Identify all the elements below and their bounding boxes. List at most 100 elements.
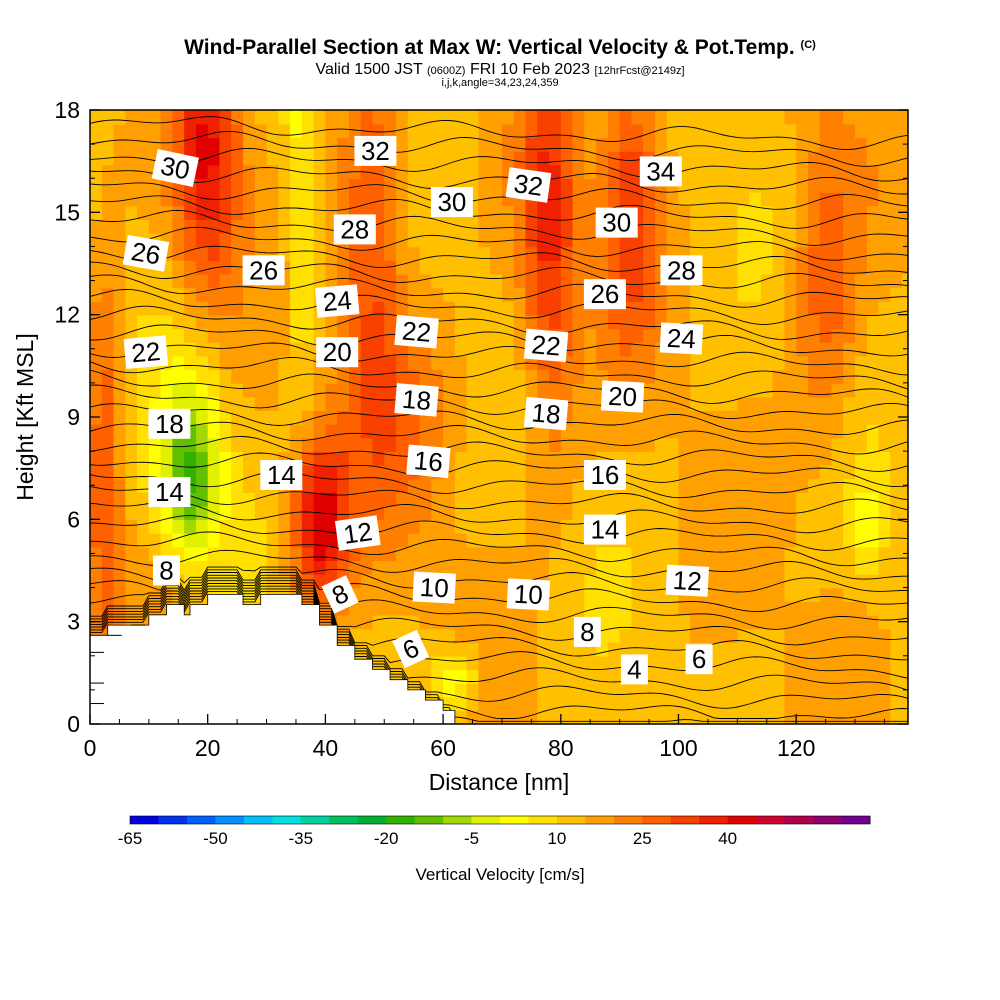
velocity-cell (254, 219, 268, 234)
velocity-cell (419, 164, 433, 180)
velocity-cell (784, 492, 797, 507)
velocity-cell (384, 287, 397, 302)
velocity-cell (407, 505, 421, 521)
velocity-cell (337, 150, 350, 166)
velocity-cell (784, 219, 797, 234)
velocity-cell (431, 669, 444, 684)
velocity-cell (819, 683, 833, 698)
velocity-cell (584, 587, 597, 602)
velocity-cell (513, 655, 527, 671)
y-tick-label: 15 (54, 199, 80, 225)
velocity-cell (560, 601, 574, 616)
theta-label-text: 14 (590, 515, 619, 545)
velocity-cell (749, 232, 762, 248)
velocity-cell (831, 601, 845, 616)
velocity-cell (654, 655, 668, 671)
velocity-cell (902, 301, 908, 316)
theta-label: 12 (334, 515, 381, 551)
velocity-cell (490, 219, 503, 234)
velocity-cell (796, 191, 809, 207)
velocity-cell (749, 178, 762, 193)
velocity-cell (172, 355, 185, 371)
velocity-cell (678, 137, 692, 152)
velocity-cell (643, 601, 656, 616)
velocity-cell (866, 314, 880, 330)
velocity-cell (490, 587, 503, 602)
velocity-cell (113, 301, 127, 316)
colorbar-swatch (386, 816, 416, 824)
velocity-cell (313, 369, 327, 384)
velocity-cell (819, 423, 833, 439)
velocity-cell (160, 205, 174, 220)
velocity-cell (749, 710, 762, 724)
theta-contour (90, 572, 908, 630)
velocity-cell (831, 205, 845, 220)
theta-label: 24 (314, 284, 360, 318)
velocity-cell (431, 301, 444, 316)
colorbar-tick-label: -50 (203, 829, 228, 848)
velocity-cell (278, 110, 291, 125)
velocity-cell (843, 423, 856, 439)
velocity-cell (643, 355, 656, 371)
velocity-cell (549, 655, 562, 671)
velocity-cell (902, 314, 908, 330)
velocity-cell (890, 505, 903, 521)
velocity-cell (290, 396, 303, 411)
velocity-cell (631, 273, 644, 289)
velocity-cell (807, 683, 821, 698)
velocity-cell (819, 601, 833, 616)
velocity-cell (513, 669, 527, 684)
velocity-cell (325, 123, 338, 139)
velocity-cell (195, 150, 209, 166)
velocity-cell (419, 137, 433, 152)
velocity-cell (172, 519, 185, 534)
y-tick-label: 9 (67, 404, 80, 430)
velocity-cell (643, 341, 656, 357)
velocity-cell (631, 301, 644, 316)
theta-label-bg (316, 337, 359, 368)
velocity-cell (784, 205, 797, 220)
velocity-cell (101, 191, 115, 207)
velocity-cell (125, 505, 138, 521)
colorbar-frame (129, 815, 871, 825)
velocity-cell (831, 150, 845, 166)
velocity-cell (596, 178, 609, 193)
velocity-cell (501, 273, 515, 289)
velocity-cell (643, 546, 656, 562)
velocity-cell (760, 191, 774, 207)
velocity-cell (537, 382, 550, 398)
theta-label-text: 16 (590, 460, 619, 490)
velocity-cell (560, 382, 574, 398)
velocity-cell (290, 219, 303, 234)
velocity-cell (443, 164, 456, 180)
theta-contour (90, 585, 908, 709)
velocity-cell (772, 710, 786, 724)
velocity-cell (737, 437, 750, 452)
velocity-cell (702, 710, 715, 724)
velocity-cell (137, 191, 150, 207)
velocity-cell (148, 123, 162, 139)
velocity-cell (702, 355, 715, 371)
velocity-cell (560, 492, 574, 507)
velocity-cell (713, 464, 727, 480)
velocity-cell (337, 614, 350, 630)
velocity-cell (513, 382, 527, 398)
velocity-cell (607, 110, 621, 125)
velocity-cell (796, 696, 809, 712)
velocity-cell (819, 532, 833, 548)
velocity-cell (607, 560, 621, 575)
velocity-cell (890, 451, 903, 466)
velocity-cell (866, 246, 880, 261)
velocity-cell (855, 287, 868, 302)
velocity-cell (631, 573, 644, 589)
velocity-cell (231, 369, 244, 384)
velocity-cell (278, 301, 291, 316)
velocity-cell (301, 137, 315, 152)
velocity-cell (525, 219, 539, 234)
velocity-cell (902, 437, 908, 452)
velocity-cell (537, 519, 550, 534)
velocity-cell (760, 150, 774, 166)
x-tick-label: 20 (195, 735, 221, 761)
velocity-cell (619, 150, 633, 166)
